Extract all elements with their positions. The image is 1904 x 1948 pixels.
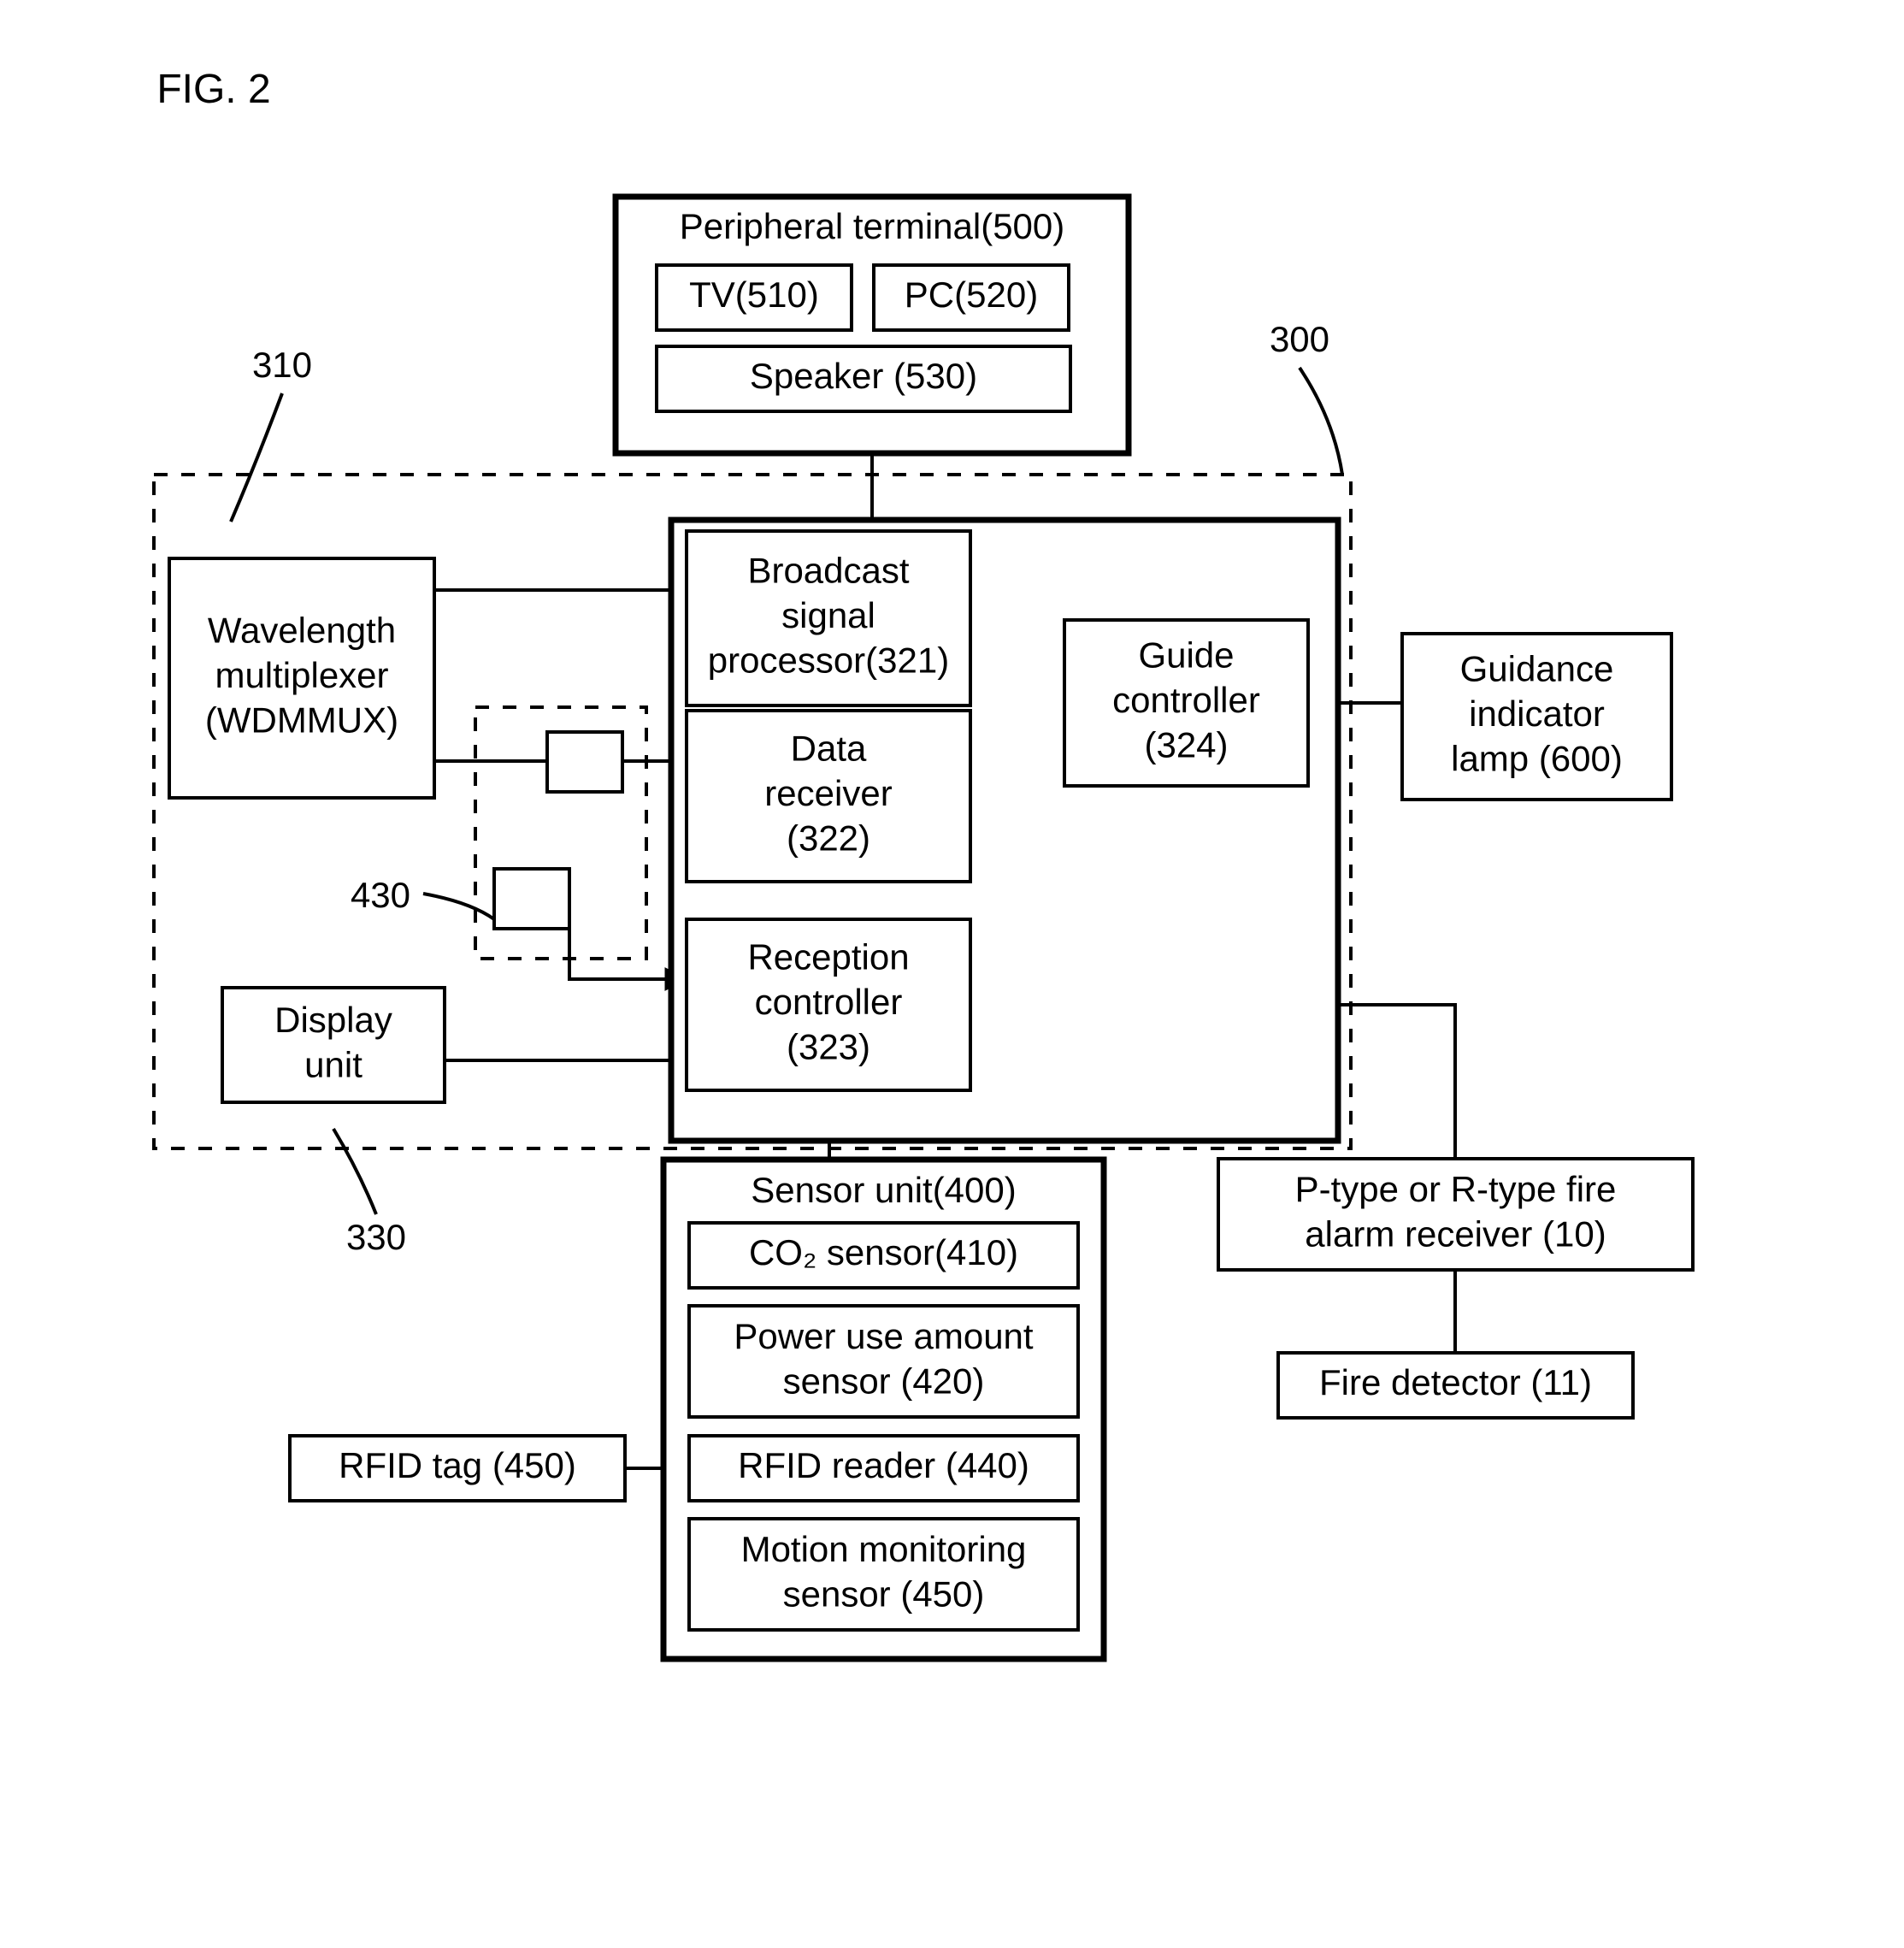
box-fireRecv-line-1: alarm receiver (10): [1305, 1213, 1606, 1254]
box-power-line-0: Power use amount: [734, 1316, 1034, 1356]
box-dr: Datareceiver (322): [687, 711, 970, 882]
box-rc-line-0: Reception: [747, 937, 909, 977]
box-bsp-line-1: signal: [781, 595, 875, 635]
box-fireRecv-line-0: P-type or R-type fire: [1295, 1169, 1617, 1209]
box-speaker: Speaker (530): [657, 346, 1070, 411]
box-wdm-line-1: multiplexer: [215, 655, 388, 695]
box-bsp: Broadcastsignal processor(321): [687, 531, 970, 705]
box-fireDet: Fire detector (11): [1278, 1353, 1633, 1418]
box-display: Displayunit: [222, 988, 445, 1102]
box-dr-line-0: Data: [791, 729, 867, 769]
box-tv: TV(510): [657, 265, 852, 330]
box-fireRecv: P-type or R-type firealarm receiver (10): [1218, 1159, 1693, 1270]
box-guide-line-1: controller: [1112, 680, 1260, 720]
box-peripheral-line-0: Peripheral terminal(500): [680, 206, 1065, 246]
box-wdm-line-2: (WDMMUX): [205, 700, 398, 741]
box-lamp: Guidance indicator lamp (600): [1402, 634, 1671, 800]
ref-label-num310: 310: [252, 345, 312, 385]
figure-label: FIG. 2: [156, 67, 270, 112]
box-guide: Guidecontroller (324): [1064, 620, 1308, 786]
box-motion-line-0: Motion monitoring: [741, 1529, 1027, 1569]
box-rc-line-1: controller: [755, 982, 903, 1022]
box-rc-line-2: (323): [787, 1027, 870, 1067]
box-guide-line-0: Guide: [1138, 635, 1234, 676]
box-co2-line-0: CO₂ sensor(410): [749, 1232, 1018, 1272]
box-rfidTag-line-0: RFID tag (450): [339, 1445, 576, 1485]
box-tinyA: [547, 732, 622, 792]
box-bsp-line-2: processor(321): [708, 640, 949, 681]
ref-label-num430: 430: [351, 875, 410, 915]
box-lamp-line-0: Guidance: [1460, 649, 1614, 689]
box-motion: Motion monitoringsensor (450): [689, 1519, 1078, 1630]
box-wdm-line-0: Wavelength: [208, 611, 396, 651]
box-wdm: Wavelengthmultiplexer (WDMMUX): [169, 558, 434, 798]
box-guide-line-2: (324): [1144, 725, 1228, 765]
box-display-line-1: unit: [304, 1044, 363, 1084]
box-rfidReader: RFID reader (440): [689, 1436, 1078, 1501]
box-fireDet-line-0: Fire detector (11): [1319, 1362, 1592, 1402]
box-rfidTag: RFID tag (450): [290, 1436, 625, 1501]
box-pc: PC(520): [874, 265, 1069, 330]
box-dr-line-1: receiver: [764, 773, 892, 813]
box-power: Power use amount sensor (420): [689, 1306, 1078, 1417]
ref-label-num300: 300: [1270, 319, 1329, 359]
box-pc-line-0: PC(520): [905, 274, 1038, 315]
box-display-line-0: Display: [274, 1000, 392, 1040]
box-speaker-line-0: Speaker (530): [750, 356, 977, 396]
box-rc: Reception controller (323): [687, 919, 970, 1090]
box-lamp-line-2: lamp (600): [1451, 739, 1623, 779]
ref-label-num330: 330: [346, 1217, 406, 1257]
box-sensorUnit-line-0: Sensor unit(400): [751, 1170, 1017, 1210]
box-bsp-line-0: Broadcast: [747, 551, 909, 591]
box-power-line-1: sensor (420): [783, 1361, 985, 1401]
box-dr-line-2: (322): [787, 818, 870, 859]
box-tv-line-0: TV(510): [689, 274, 819, 315]
box-rfidReader-line-0: RFID reader (440): [738, 1445, 1029, 1485]
box-lamp-line-1: indicator: [1469, 694, 1605, 734]
box-tinyB: [494, 869, 569, 929]
box-motion-line-1: sensor (450): [783, 1573, 985, 1614]
box-co2: CO₂ sensor(410): [689, 1223, 1078, 1288]
